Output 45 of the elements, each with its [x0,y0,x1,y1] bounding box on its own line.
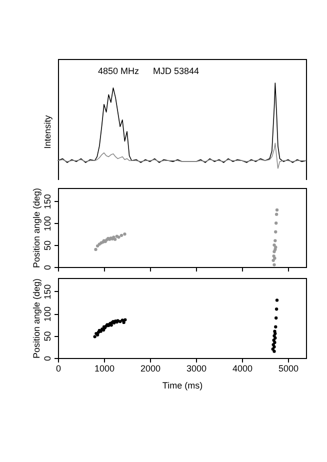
point [272,263,276,266]
y-axis-title: Position angle (deg) [32,188,42,268]
point [123,232,126,236]
y-tick-label: 0 [42,264,52,270]
point [273,340,276,344]
point [274,308,278,311]
y-axis-title: Position angle (deg) [32,278,42,359]
point [113,238,117,241]
x-tick-label: 1000 [94,364,115,374]
x-tick-label: 5000 [278,364,299,374]
y-tick-label: 100 [42,216,52,232]
y-tick-label: 50 [42,240,52,251]
y-tick-label: 50 [42,331,52,342]
text: 4850 MHz [98,66,140,76]
point [274,212,278,216]
point [274,222,278,225]
y-tick-label: 150 [42,194,52,210]
x-tick-label: 4000 [232,364,253,374]
point [120,234,124,237]
point [93,335,96,338]
y-tick-label: 100 [42,306,52,322]
x-axis-title: Time (ms) [162,380,203,390]
point [94,248,98,252]
point [272,258,275,262]
y-axis-title: Intensity [42,114,52,149]
x-tick-label: 3000 [186,364,207,374]
point [274,246,278,249]
point [274,332,277,336]
point [274,230,278,234]
point [274,336,277,340]
point [274,325,278,328]
x-tick-label: 0 [56,364,62,374]
point [274,239,277,242]
point [122,320,126,324]
text: MJD 53844 [153,66,200,76]
x-tick-label: 2000 [140,364,161,374]
point [275,298,279,302]
y-tick-label: 150 [42,284,52,300]
point [273,256,276,260]
point [275,208,279,212]
point [118,320,122,324]
y-tick-label: 0 [42,356,52,362]
point [120,318,124,322]
point [274,316,278,320]
point [124,318,127,322]
